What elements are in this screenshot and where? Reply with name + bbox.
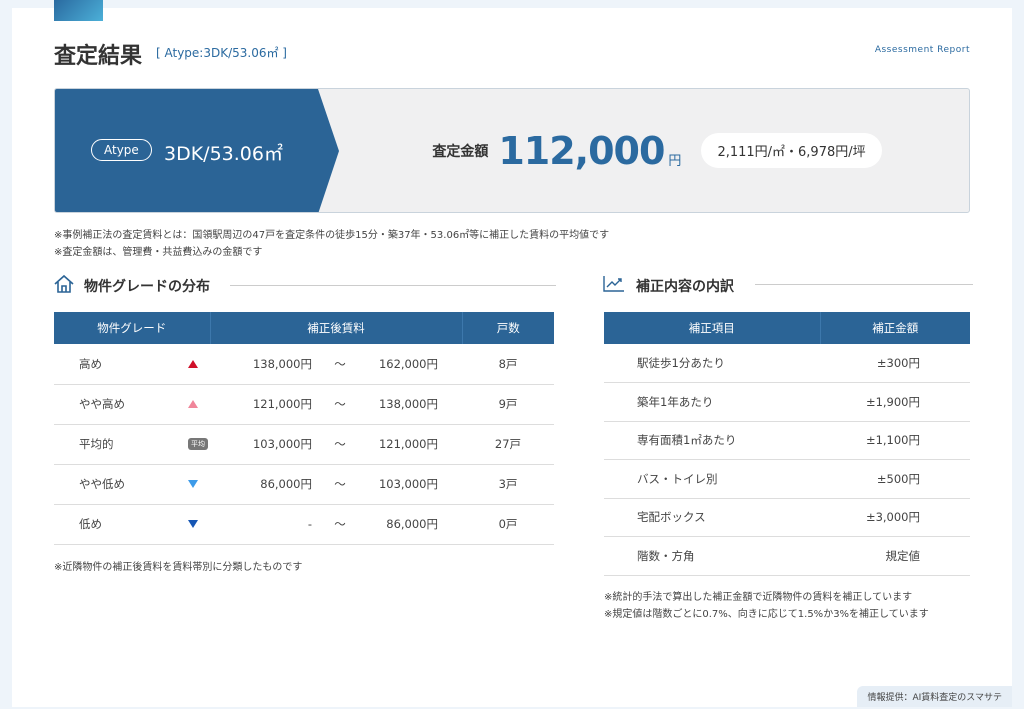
count-cell: 3戸: [462, 464, 554, 505]
count-cell: 0戸: [462, 504, 554, 545]
adjust-amount: ±1,100円: [820, 421, 970, 460]
triangle-up-icon: [188, 400, 198, 408]
col-amount: 補正金額: [819, 312, 970, 344]
range-separator: 〜: [334, 437, 346, 451]
count-cell: 9戸: [462, 384, 554, 425]
col-item: 補正項目: [604, 312, 820, 344]
grade-table: 物件グレード 補正後賃料 戸数 高め 138,000円〜 162,000円 8戸や…: [54, 312, 554, 545]
adjust-amount: 規定値: [820, 536, 970, 576]
triangle-down-icon: [188, 480, 198, 488]
assessed-amount: 112,000: [498, 128, 665, 173]
count-cell: 27戸: [462, 424, 554, 465]
table-row: やや低め 86,000円 〜 103,000円 3戸: [54, 464, 554, 505]
page-subtitle: [ Atype:3DK/53.06㎡ ]: [156, 46, 287, 60]
adjust-amount: ±1,900円: [820, 382, 970, 422]
rent-range-cell: 121,000円 〜 138,000円: [210, 384, 462, 425]
adjust-item: 宅配ボックス: [604, 498, 820, 537]
rent-range-cell: 138,000円 〜 162,000円: [210, 344, 462, 385]
table-row: やや高め 121,000円 〜 138,000円 9戸: [54, 384, 554, 425]
grade-cell: やや低め: [54, 464, 210, 505]
amount-currency: 円: [668, 154, 682, 169]
table-row: 専有面積1㎡あたり ±1,100円: [604, 421, 970, 460]
type-value: 3DK/53.06㎡: [164, 143, 283, 165]
adjust-amount: ±500円: [820, 459, 970, 499]
unit-price-pill: 2,111円/㎡・6,978円/坪: [701, 133, 882, 168]
rent-from: 86,000円: [260, 477, 312, 491]
type-pill: Atype: [91, 139, 152, 161]
grade-note: ※近隣物件の補正後賃料を賃料帯別に分類したものです: [54, 562, 303, 573]
adjustment-table: 補正項目 補正金額 駅徒歩1分あたり ±300円 築年1年あたり ±1,900円 専有面…: [604, 312, 970, 576]
divider: [755, 284, 973, 285]
table-row: 階数・方角 規定値: [604, 536, 970, 576]
grade-cell: 高め: [54, 344, 210, 385]
col-grade: 物件グレード: [54, 312, 210, 344]
rent-from: -: [307, 517, 312, 531]
range-separator: 〜: [334, 517, 346, 531]
adjust-amount: ±300円: [820, 344, 970, 383]
table-row: 高め 138,000円 〜 162,000円 8戸: [54, 344, 554, 385]
adjust-item: 専有面積1㎡あたり: [604, 421, 820, 460]
grade-label: やや高め: [79, 397, 125, 411]
grade-label: 高め: [79, 356, 102, 371]
average-badge: 平均: [188, 438, 208, 450]
rent-to: 103,000円: [378, 477, 438, 491]
count-cell: 8戸: [462, 344, 554, 385]
triangle-up-icon: [188, 359, 198, 368]
page-title: 査定結果: [54, 44, 143, 69]
adjust-item: 築年1年あたり: [604, 382, 820, 422]
adjust-item: 駅徒歩1分あたり: [604, 344, 820, 383]
note-1: ※事例補正法の査定賃料とは：国領駅周辺の47戸を査定条件の徒歩15分・築37年・…: [54, 230, 610, 241]
adjust-amount: ±3,000円: [820, 498, 970, 537]
table-row: 築年1年あたり ±1,900円: [604, 382, 970, 422]
rent-range-cell: 86,000円 〜 103,000円: [210, 464, 462, 505]
table-row: 宅配ボックス ±3,000円: [604, 498, 970, 537]
rent-to: 138,000円: [378, 397, 438, 411]
rent-range-cell: - 〜 86,000円: [210, 504, 462, 545]
adjust-note-1: ※統計的手法で算出した補正金額で近隣物件の賃料を補正しています: [604, 592, 913, 603]
range-separator: 〜: [334, 397, 346, 411]
grade-cell: 平均的 平均: [54, 424, 210, 465]
rent-from: 103,000円: [252, 437, 312, 451]
banner-arrow-shape: [55, 89, 339, 212]
credit-badge: 情報提供：AI賃料査定のスマサテ: [857, 686, 1012, 707]
table-row: バス・トイレ別 ±500円: [604, 459, 970, 499]
rent-from: 138,000円: [252, 356, 312, 371]
grade-section-title: 物件グレードの分布: [84, 279, 210, 295]
house-icon: [54, 274, 74, 293]
rent-to: 86,000円: [386, 517, 438, 531]
note-2: ※査定金額は、管理費・共益費込みの金額です: [54, 247, 263, 258]
col-rent: 補正後賃料: [209, 312, 462, 344]
grade-label: 低め: [79, 517, 102, 531]
adjust-item: 階数・方角: [604, 536, 820, 576]
table-row: 駅徒歩1分あたり ±300円: [604, 344, 970, 383]
adjust-item: バス・トイレ別: [604, 459, 820, 499]
adjust-section-title: 補正内容の内訳: [636, 279, 734, 295]
grade-cell: やや高め: [54, 384, 210, 425]
rent-range-cell: 103,000円 〜 121,000円: [210, 424, 462, 465]
adjust-note-2: ※規定値は階数ごとに0.7%、向きに応じて1.5%か3%を補正しています: [604, 609, 929, 620]
grade-label: 平均的: [79, 437, 114, 451]
brand-square: [54, 0, 103, 21]
report-label: Assessment Report: [874, 45, 970, 55]
amount-row: 査定金額 112,000 円 2,111円/㎡・6,978円/坪: [355, 89, 959, 212]
trend-chart-icon: [603, 276, 624, 292]
triangle-down-icon: [188, 520, 198, 528]
grade-cell: 低め: [54, 504, 210, 545]
grade-label: やや低め: [79, 477, 125, 491]
col-count: 戸数: [461, 312, 554, 344]
table-row: 低め - 〜 86,000円 0戸: [54, 504, 554, 545]
amount-label: 査定金額: [432, 143, 489, 160]
rent-from: 121,000円: [252, 397, 312, 411]
rent-to: 162,000円: [378, 356, 438, 371]
assessment-banner: Atype 3DK/53.06㎡ 査定金額 112,000 円 2,111円/㎡…: [54, 88, 970, 213]
range-separator: 〜: [334, 356, 346, 371]
rent-to: 121,000円: [378, 437, 438, 451]
divider: [230, 285, 556, 286]
range-separator: 〜: [334, 477, 346, 491]
table-row: 平均的 平均 103,000円 〜 121,000円 27戸: [54, 424, 554, 465]
